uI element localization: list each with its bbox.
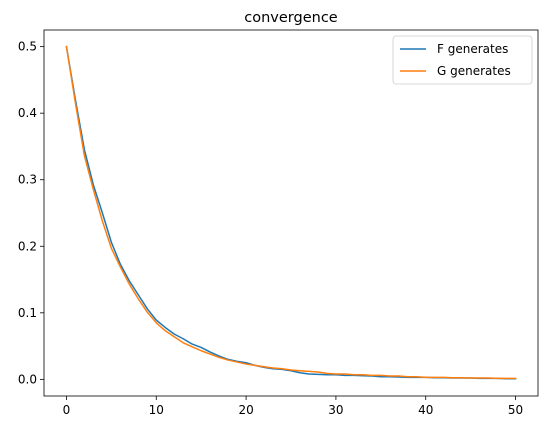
x-tick-label: 10 xyxy=(149,403,164,417)
y-tick-label: 0.4 xyxy=(18,106,37,120)
y-tick-label: 0.2 xyxy=(18,239,37,253)
x-tick-label: 40 xyxy=(418,403,433,417)
x-tick-label: 20 xyxy=(238,403,253,417)
legend-box xyxy=(392,35,533,85)
y-tick-label: 0.5 xyxy=(18,40,37,54)
x-axis: 0 10 20 30 40 50 xyxy=(63,396,523,417)
x-tick-label: 0 xyxy=(63,403,71,417)
legend-label: G generates xyxy=(437,64,511,78)
legend: F generates G generates xyxy=(392,35,533,85)
x-tick-label: 50 xyxy=(508,403,523,417)
series-line-f-generates xyxy=(65,45,517,380)
chart-title: convergence xyxy=(244,10,338,26)
y-tick-label: 0.1 xyxy=(18,306,37,320)
series-line-g-generates xyxy=(65,45,517,380)
y-tick-label: 0.0 xyxy=(18,372,37,386)
legend-label: F generates xyxy=(437,42,508,56)
y-tick-label: 0.3 xyxy=(18,173,37,187)
series-layer xyxy=(65,45,517,380)
plot-frame xyxy=(43,29,539,397)
x-tick-label: 30 xyxy=(328,403,343,417)
y-axis: 0.0 0.1 0.2 0.3 0.4 0.5 xyxy=(18,40,44,386)
